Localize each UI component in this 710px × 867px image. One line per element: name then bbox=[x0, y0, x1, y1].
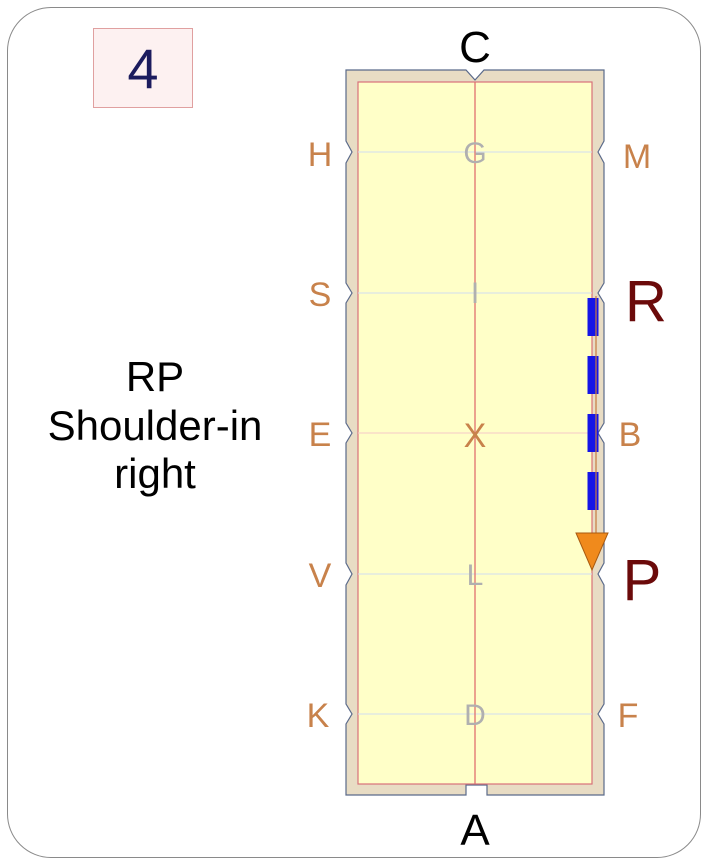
center-letters: G I X L D bbox=[463, 137, 486, 732]
letter-s: S bbox=[309, 276, 332, 314]
letter-m: M bbox=[623, 138, 651, 176]
letter-f: F bbox=[618, 697, 639, 735]
exercise-caption: RP Shoulder-in right bbox=[20, 353, 290, 499]
letter-x: X bbox=[464, 417, 487, 455]
letter-i: I bbox=[471, 277, 479, 310]
exercise-number: 4 bbox=[127, 36, 159, 100]
letter-r: R bbox=[625, 269, 667, 334]
letter-b: B bbox=[619, 416, 642, 454]
letter-c: C bbox=[459, 23, 491, 72]
caption-line-3: right bbox=[114, 450, 196, 498]
letter-p: P bbox=[623, 548, 662, 613]
letter-g: G bbox=[463, 137, 486, 170]
left-letters: H S E V K bbox=[307, 136, 333, 735]
right-letters: M R B P F bbox=[618, 138, 667, 735]
letter-k: K bbox=[307, 697, 330, 735]
letter-v: V bbox=[309, 557, 332, 595]
caption-line-1: RP bbox=[125, 353, 185, 400]
letter-h: H bbox=[308, 136, 333, 174]
exercise-number-badge: 4 bbox=[93, 28, 193, 108]
path-arrowhead bbox=[575, 532, 609, 572]
letter-a: A bbox=[460, 806, 490, 855]
letter-l: L bbox=[467, 559, 484, 592]
letter-e: E bbox=[309, 416, 332, 454]
letter-d: D bbox=[464, 699, 486, 732]
caption-line-2: Shoulder-in bbox=[47, 401, 263, 449]
